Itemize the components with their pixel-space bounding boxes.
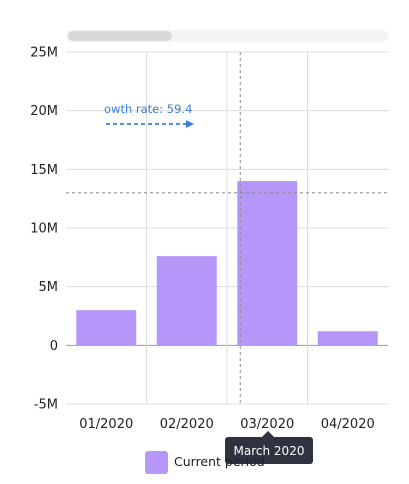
tooltip-pointer: [262, 431, 274, 437]
y-tick-label: 0: [50, 339, 58, 354]
tooltip: March 2020: [225, 431, 313, 464]
chart-scrollbar[interactable]: [66, 30, 388, 42]
x-tick-label: 01/2020: [79, 417, 133, 432]
bar[interactable]: [76, 310, 137, 346]
bar[interactable]: [317, 331, 378, 346]
bar[interactable]: [237, 181, 298, 346]
y-tick-label: 20M: [30, 104, 58, 119]
bar[interactable]: [156, 256, 217, 346]
x-axis-ticks: 01/2020 02/2020 03/2020 04/2020: [79, 417, 375, 432]
y-axis-ticks: 25M 20M 15M 10M 5M 0 -5M: [30, 46, 58, 413]
y-tick-label: 5M: [39, 280, 59, 295]
x-tick-label: 02/2020: [160, 417, 214, 432]
bars: [76, 181, 378, 346]
x-tick-label: 03/2020: [240, 417, 294, 432]
y-tick-label: 25M: [30, 46, 58, 61]
legend[interactable]: Current period: [145, 451, 265, 474]
x-tick-label: 04/2020: [321, 417, 375, 432]
grid: [66, 51, 388, 405]
tooltip-box: [225, 437, 313, 464]
arrow-head-icon: [186, 120, 194, 128]
scrollbar-thumb[interactable]: [68, 31, 172, 41]
growth-annotation: owth rate: 59.4: [104, 102, 194, 128]
legend-label: Current period: [174, 454, 265, 469]
y-tick-label: -5M: [34, 398, 58, 413]
y-tick-label: 10M: [30, 222, 58, 237]
growth-annotation-text: owth rate: 59.4: [104, 102, 192, 116]
legend-swatch: [145, 451, 168, 474]
reference-layer: [66, 52, 388, 404]
tooltip-text: March 2020: [234, 444, 305, 458]
y-tick-label: 15M: [30, 163, 58, 178]
